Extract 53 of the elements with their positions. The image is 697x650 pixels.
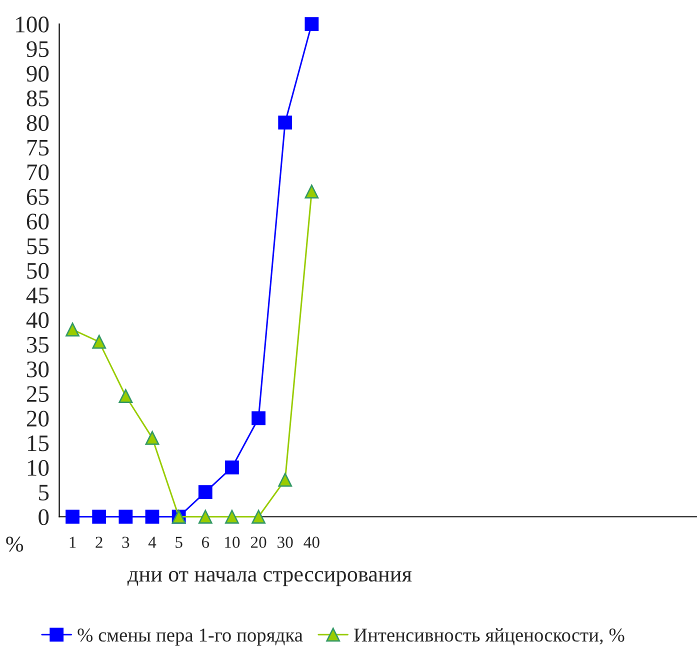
x-tick-label: 20 [250, 536, 266, 548]
y-tick-label: 95 [26, 41, 49, 58]
point [278, 116, 292, 130]
y-tick-label: 30 [27, 361, 49, 378]
y-tick-label: 85 [26, 90, 49, 106]
point [304, 17, 319, 31]
point [66, 322, 80, 336]
point [66, 510, 80, 524]
y-tick-label: 90 [26, 66, 49, 82]
point [252, 411, 266, 426]
y-tick-label: 35 [27, 336, 49, 353]
x-tick-label: 1 [70, 536, 76, 548]
y-tick-label: 5 [39, 484, 49, 501]
y-tick-label: 20 [26, 410, 49, 427]
y-tick-label: 80 [26, 115, 49, 132]
point [252, 510, 266, 524]
y-tick-label: 0 [38, 509, 49, 526]
y-tick-label: 70 [27, 164, 49, 180]
y-axis-title: % [6, 536, 24, 552]
point [92, 510, 106, 524]
point [92, 334, 106, 349]
y-tick-label: 100 [16, 16, 49, 32]
x-axis-title: дни от начала стрессирования [127, 570, 412, 586]
point [118, 510, 133, 524]
point [118, 389, 133, 403]
point [304, 184, 319, 199]
point [145, 510, 160, 524]
legend-label: % смены пера 1-го порядка [78, 628, 303, 646]
y-tick-label: 75 [27, 140, 49, 156]
y-tick-label: 50 [27, 262, 49, 279]
y-tick-label: 40 [26, 312, 49, 328]
y-tick-label: 60 [26, 214, 49, 230]
point [145, 430, 160, 445]
y-tick-label: 10 [28, 460, 49, 476]
y-tick-label: 55 [27, 238, 49, 254]
x-tick-label: 6 [202, 536, 210, 548]
point [198, 485, 212, 500]
y-tick-label: 45 [26, 288, 49, 304]
x-tick-label: 2 [96, 536, 102, 548]
point [278, 472, 292, 487]
y-tick-label: 25 [26, 386, 49, 402]
legend-label: Интенсивность яйценоскости, % [354, 628, 624, 646]
y-tick-label: 65 [26, 189, 49, 205]
point [198, 510, 212, 524]
point [225, 510, 239, 524]
x-tick-label: 4 [148, 536, 156, 548]
point [225, 460, 239, 474]
x-tick-label: 30 [278, 536, 293, 548]
y-tick-label: 15 [28, 435, 49, 452]
x-tick-label: 40 [304, 536, 320, 548]
x-tick-label: 10 [225, 536, 240, 548]
x-tick-label: 3 [122, 536, 130, 548]
x-tick-label: 5 [176, 536, 182, 548]
